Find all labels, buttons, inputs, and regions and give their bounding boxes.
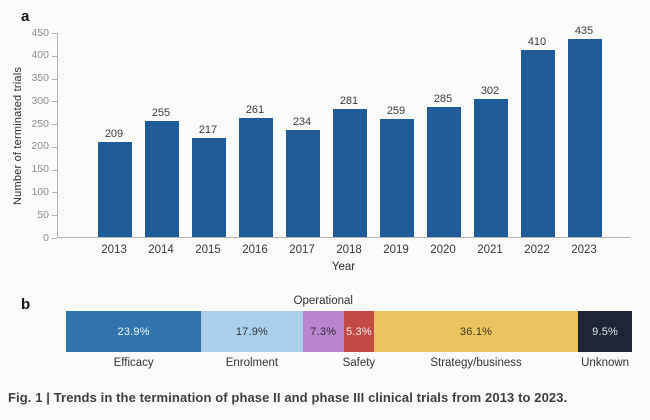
operational-segment-label: Operational [293, 295, 353, 307]
x-axis-title: Year [331, 261, 356, 273]
bar-2016 [239, 118, 273, 237]
y-axis-title: Number of terminated trials [12, 66, 24, 205]
bar-value-2013: 209 [104, 127, 124, 140]
y-tick-label-400: 400 [31, 49, 49, 62]
y-tick-label-200: 200 [31, 140, 49, 153]
segment-efficacy: 23.9% [66, 311, 202, 352]
bar-2017 [286, 130, 320, 237]
bar-2015 [192, 138, 226, 237]
bar-2018 [333, 109, 367, 237]
bar-value-2016: 261 [245, 104, 265, 117]
segment-operational: 7.3% [302, 311, 344, 352]
bar-value-2019: 259 [386, 105, 406, 117]
x-tick-label-2014: 2014 [148, 244, 174, 256]
bar-value-2023: 435 [574, 24, 594, 37]
y-tick-mark [52, 169, 57, 171]
panel-b-label: b [21, 296, 31, 313]
bar-2020 [427, 107, 461, 237]
y-tick-mark [52, 192, 57, 194]
x-tick-label-2015: 2015 [195, 244, 221, 256]
segment-enrolment: 17.9% [201, 311, 303, 352]
bar-2019 [380, 119, 414, 237]
bar-2022 [521, 50, 555, 237]
y-tick-mark [52, 101, 57, 103]
bar-value-2021: 302 [480, 85, 500, 98]
segment-unknown: 9.5% [578, 311, 632, 352]
x-tick-label-2013: 2013 [101, 244, 127, 256]
bar-2023 [568, 38, 602, 237]
x-tick-label-2019: 2019 [383, 244, 409, 256]
bar-value-2020: 285 [433, 93, 453, 106]
bar-chart-plot-area [57, 33, 630, 238]
x-tick-label-2023: 2023 [571, 244, 597, 256]
y-tick-label-50: 50 [37, 208, 49, 221]
y-tick-mark [52, 55, 57, 57]
y-tick-mark [52, 78, 57, 80]
x-tick-label-2021: 2021 [477, 244, 503, 256]
y-tick-label-350: 350 [31, 72, 49, 85]
bar-2014 [145, 120, 179, 237]
y-tick-mark [52, 238, 57, 239]
segment-label-efficacy: Efficacy [113, 357, 154, 369]
bar-value-2018: 281 [339, 94, 359, 107]
y-tick-label-300: 300 [31, 94, 49, 107]
x-tick-label-2017: 2017 [289, 244, 315, 256]
segment-safety: 5.3% [343, 311, 374, 352]
bar-value-2022: 410 [527, 36, 547, 49]
figure-caption: Fig. 1 | Trends in the termination of ph… [8, 390, 568, 405]
segment-label-enrolment: Enrolment [225, 357, 279, 369]
panel-a-label: a [21, 8, 30, 25]
stacked-bar: 23.9% 17.9% 7.3% 5.3% 36.1% 9.5% [66, 311, 632, 352]
bar-value-2017: 234 [292, 116, 312, 129]
x-tick-label-2018: 2018 [336, 244, 362, 256]
segment-label-strategy-business: Strategy/business [430, 357, 522, 369]
bar-2013 [98, 141, 132, 237]
x-tick-label-2022: 2022 [524, 244, 550, 256]
y-tick-mark [52, 215, 57, 217]
y-tick-mark [52, 33, 57, 34]
y-tick-label-450: 450 [31, 26, 49, 39]
y-tick-label-250: 250 [31, 117, 49, 130]
y-tick-label-100: 100 [31, 185, 49, 198]
y-tick-label-150: 150 [31, 163, 49, 176]
segment-strategy-business: 36.1% [373, 311, 579, 352]
x-tick-label-2020: 2020 [430, 244, 456, 256]
segment-label-unknown: Unknown [581, 357, 630, 369]
bar-value-2014: 255 [151, 106, 171, 119]
x-tick-label-2016: 2016 [242, 244, 268, 256]
bar-value-2015: 217 [198, 124, 218, 137]
y-tick-mark [52, 146, 57, 148]
bar-2021 [474, 99, 508, 237]
y-tick-mark [52, 124, 57, 126]
y-tick-label-0: 0 [43, 231, 49, 244]
segment-label-safety: Safety [342, 357, 376, 369]
